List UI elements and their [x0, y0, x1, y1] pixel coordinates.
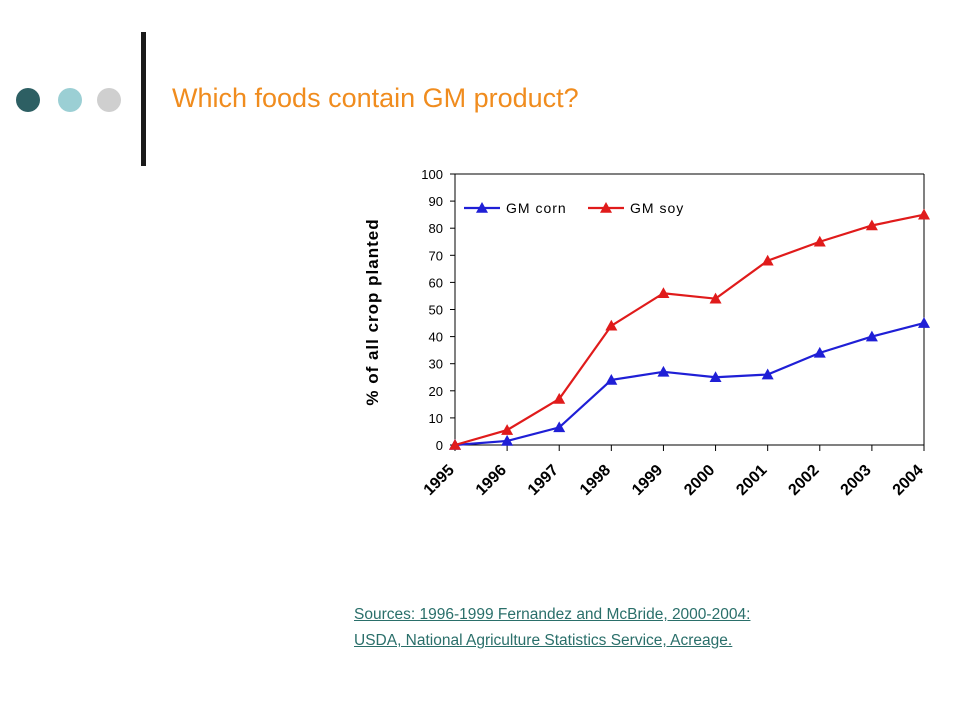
series-gm-soy	[449, 208, 930, 450]
slide-title: Which foods contain GM product?	[172, 83, 579, 113]
x-tick-label: 1995	[421, 462, 458, 499]
data-point-gm-corn	[657, 365, 670, 377]
data-point-gm-corn	[865, 330, 878, 342]
series-gm-corn	[449, 317, 930, 450]
x-tick-label: 1998	[577, 462, 614, 499]
data-point-gm-soy	[865, 219, 878, 231]
sources-line-1[interactable]: Sources: 1996-1999 Fernandez and McBride…	[354, 606, 751, 623]
data-point-gm-corn	[918, 317, 930, 328]
y-tick-label: 70	[429, 248, 443, 263]
y-tick-label: 10	[429, 411, 443, 426]
chart-series	[449, 208, 930, 450]
accent-dot-light	[58, 88, 82, 112]
data-point-gm-corn	[501, 434, 514, 446]
data-point-gm-soy	[605, 319, 618, 331]
legend-item-gm-soy: GM soy	[588, 200, 684, 216]
y-tick-label: 60	[429, 275, 443, 290]
y-tick-labels: 0 10 20 30 40 50 60 70 80 90 100	[421, 167, 443, 453]
data-point-gm-soy	[553, 392, 566, 404]
accent-dot-grey	[97, 88, 121, 112]
data-point-gm-soy	[501, 424, 514, 435]
data-point-gm-corn	[553, 421, 566, 433]
y-tick-label: 20	[429, 384, 443, 399]
data-point-gm-corn	[605, 373, 618, 385]
x-tick-label: 1997	[525, 462, 562, 499]
sources-link[interactable]: Sources: 1996-1999 Fernandez and McBride…	[354, 602, 750, 654]
legend-item-gm-corn: GM corn	[464, 200, 567, 216]
y-tick-label: 0	[436, 438, 443, 453]
x-tick-label: 1996	[473, 462, 510, 499]
data-point-gm-soy	[709, 292, 722, 304]
series-line-gm-corn	[454, 321, 925, 447]
accent-dot-dark	[16, 88, 40, 112]
y-tick-label: 100	[421, 167, 443, 182]
x-tick-label: 2000	[681, 462, 718, 499]
legend-label: GM corn	[506, 200, 567, 216]
data-point-gm-soy	[449, 439, 461, 450]
y-tick-label: 30	[429, 357, 443, 372]
data-point-gm-corn	[709, 371, 722, 383]
y-tick-label: 80	[429, 221, 443, 236]
data-point-gm-soy	[813, 235, 826, 247]
y-tick-label: 40	[429, 330, 443, 345]
x-tick-label: 2001	[733, 462, 770, 499]
y-tick-label: 90	[429, 194, 443, 209]
data-point-gm-soy	[918, 208, 930, 220]
legend-label: GM soy	[630, 200, 684, 216]
chart-axes	[450, 173, 925, 451]
sources-line-2[interactable]: USDA, National Agriculture Statistics Se…	[354, 632, 733, 649]
x-tick-labels: 1995 1996 1997 1998 1999 2000 2001 2002 2003 2004	[421, 462, 927, 499]
x-tick-label: 2002	[785, 462, 822, 499]
chart-legend: GM corn GM soy	[464, 200, 684, 216]
title-divider	[141, 32, 146, 166]
legend-swatch-marker	[476, 202, 488, 213]
series-line-gm-soy	[454, 213, 925, 447]
data-point-gm-soy	[761, 254, 774, 266]
y-axis-label: % of all crop planted	[363, 218, 382, 405]
data-point-gm-corn	[813, 346, 826, 358]
y-tick-label: 50	[429, 303, 443, 318]
legend-swatch-marker	[600, 202, 612, 213]
data-point-gm-soy	[657, 287, 670, 299]
x-tick-label: 1999	[629, 462, 666, 499]
x-tick-label: 2004	[890, 462, 927, 499]
x-tick-label: 2003	[838, 462, 875, 499]
data-point-gm-corn	[761, 368, 774, 380]
